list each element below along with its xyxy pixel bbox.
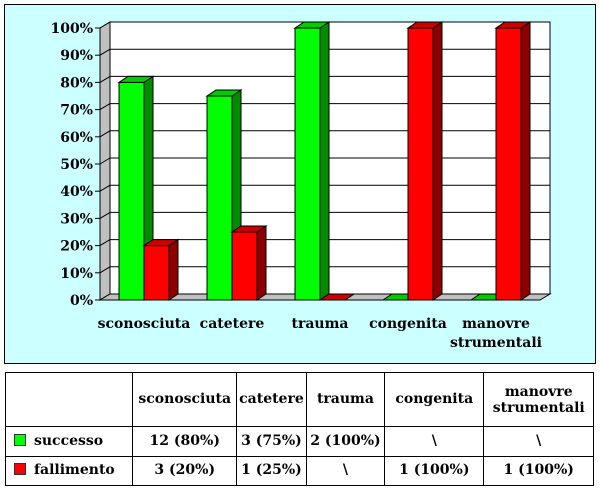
- x-tick-label: manovre: [462, 316, 530, 332]
- table-cell: \: [305, 455, 386, 486]
- table-cell: 1 (100%): [483, 455, 594, 486]
- bar-successo: [206, 95, 233, 301]
- y-tick-label: 20%: [60, 239, 93, 255]
- bar-top-fallimento: [406, 21, 444, 29]
- table-corner-cell: [4, 371, 134, 428]
- table-header-cell: congenita: [384, 371, 485, 428]
- gridline-side: [99, 48, 111, 56]
- bar-top-fallimento: [494, 21, 532, 29]
- legend-swatch-green: [14, 433, 26, 446]
- legend-swatch-red: [14, 463, 26, 476]
- gridline-side: [99, 157, 111, 165]
- y-tick-label: 30%: [60, 211, 93, 227]
- gridline-side: [99, 211, 111, 219]
- y-tick-label: 0%: [70, 293, 93, 309]
- gridline-side: [99, 103, 111, 111]
- y-tick-label: 80%: [60, 75, 93, 91]
- x-tick-label: strumentali: [450, 335, 542, 351]
- bar-top-fallimento: [142, 239, 180, 247]
- gridline-side: [99, 184, 111, 192]
- bar-top-fallimento: [318, 293, 356, 301]
- series-name: successo: [34, 432, 104, 449]
- bar-fallimento: [495, 27, 522, 301]
- table-cell: 3 (20%): [132, 455, 238, 486]
- bar-side-fallimento: [168, 238, 179, 301]
- y-tick-label: 70%: [60, 103, 93, 119]
- x-tick-label: sconosciuta: [98, 316, 191, 332]
- table-cell: \: [483, 426, 594, 457]
- bar-top-successo: [117, 75, 155, 83]
- gridline-side: [99, 130, 111, 138]
- bar-top-successo: [293, 21, 331, 29]
- chart-area: 0% 10% 20% 30% 40% 50% 60% 70% 80% 90% 100% sconosc…: [4, 4, 596, 364]
- gridline-side: [99, 75, 111, 83]
- gridline-side: [99, 266, 111, 274]
- bar-top-fallimento: [230, 225, 268, 233]
- y-tick-label: 60%: [60, 130, 93, 146]
- table-cell: 3 (75%): [236, 426, 307, 457]
- bar-successo: [294, 27, 321, 301]
- y-tick-label: 50%: [60, 157, 93, 173]
- series-name: fallimento: [34, 462, 115, 479]
- x-tick-label: congenita: [369, 316, 447, 332]
- bar-side-fallimento: [256, 225, 267, 301]
- table-header-cell: catetere: [236, 371, 307, 428]
- x-tick-label: trauma: [292, 316, 349, 332]
- bar-fallimento: [231, 231, 258, 301]
- y-tick-label: 90%: [60, 48, 93, 64]
- bar-fallimento: [143, 245, 170, 301]
- legend-key-successo: successo: [4, 426, 134, 457]
- table-cell: 1 (100%): [384, 455, 485, 486]
- table-cell: 2 (100%): [305, 426, 386, 457]
- table-header-row: sconosciuta catetere trauma congenita ma…: [4, 371, 594, 428]
- bar-chart: 0% 10% 20% 30% 40% 50% 60% 70% 80% 90% 100% sconosc…: [4, 4, 596, 364]
- y-tick-label: 100%: [50, 21, 93, 37]
- table-row-successo: successo 12 (80%) 3 (75%) 2 (100%) \ \: [4, 426, 594, 457]
- bar-side-successo: [319, 21, 330, 301]
- y-tick-label: 10%: [60, 266, 93, 282]
- table-cell: 1 (25%): [236, 455, 307, 486]
- table-header-cell: sconosciuta: [132, 371, 238, 428]
- table-cell: \: [384, 426, 485, 457]
- bar-fallimento: [407, 27, 434, 301]
- y-tick-label: 40%: [60, 184, 93, 200]
- table-cell: 12 (80%): [132, 426, 238, 457]
- x-tick-label: catetere: [200, 316, 265, 332]
- data-table: sconosciuta catetere trauma congenita ma…: [4, 371, 594, 486]
- legend-key-fallimento: fallimento: [4, 455, 134, 486]
- bar-successo: [118, 81, 145, 301]
- gridline-side: [99, 239, 111, 247]
- table-header-cell: trauma: [305, 371, 386, 428]
- table-header-cell: manovre strumentali: [483, 371, 594, 428]
- gridline-side: [99, 21, 111, 29]
- bar-side-fallimento: [520, 21, 531, 301]
- bar-side-fallimento: [432, 21, 443, 301]
- table-row-fallimento: fallimento 3 (20%) 1 (25%) \ 1 (100%) 1 …: [4, 455, 594, 486]
- bar-top-successo: [205, 89, 243, 97]
